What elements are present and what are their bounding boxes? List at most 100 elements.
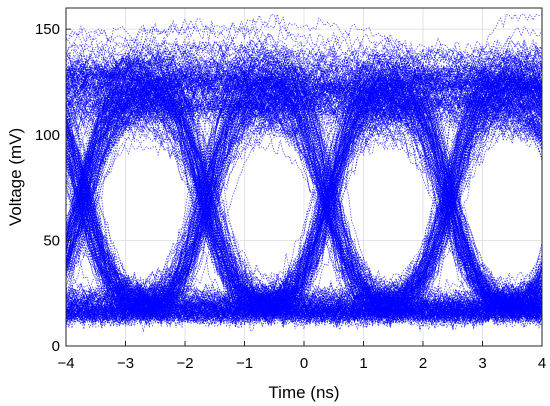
eye-trace [65, 153, 543, 332]
eye-trace [65, 87, 543, 307]
eye-trace [65, 59, 543, 265]
eye-trace [65, 112, 543, 321]
eye-trace [65, 64, 543, 320]
eye-trace [65, 97, 543, 309]
eye-trace [65, 83, 543, 310]
eye-trace [65, 124, 543, 309]
eye-trace [65, 74, 543, 314]
eye-trace [65, 90, 543, 316]
eye-trace [65, 74, 543, 317]
eye-trace [65, 97, 543, 321]
eye-trace [65, 93, 543, 295]
eye-trace [65, 266, 543, 328]
eye-trace [65, 116, 543, 329]
eye-trace [65, 53, 543, 314]
eye-trace [65, 94, 543, 313]
x-tick-label: 0 [300, 355, 308, 372]
eye-trace [65, 75, 543, 307]
y-tick-label: 100 [35, 127, 60, 144]
eye-trace [65, 77, 543, 322]
eye-trace [65, 61, 543, 324]
y-tick-label: 50 [43, 232, 60, 249]
eye-trace [65, 97, 543, 320]
eye-trace [65, 74, 543, 317]
eye-trace [65, 103, 543, 302]
eye-trace [65, 104, 543, 317]
eye-trace [65, 83, 543, 303]
eye-trace [65, 110, 543, 310]
eye-trace [65, 89, 543, 318]
eye-trace [65, 70, 543, 117]
eye-trace [65, 88, 543, 311]
eye-trace [65, 91, 543, 116]
eye-trace [65, 304, 543, 328]
eye-trace [65, 97, 543, 315]
eye-trace [65, 92, 543, 324]
eye-trace [65, 112, 543, 307]
eye-trace [65, 61, 543, 310]
eye-trace [65, 64, 543, 313]
eye-trace [65, 64, 543, 310]
eye-trace [65, 73, 543, 318]
eye-trace [65, 35, 543, 250]
eye-trace [65, 46, 543, 308]
eye-trace [65, 82, 543, 315]
eye-trace [65, 93, 543, 294]
eye-trace [65, 64, 543, 306]
eye-trace [65, 86, 543, 327]
eye-trace [65, 80, 543, 308]
x-axis-title: Time (ns) [268, 383, 339, 402]
eye-trace [65, 97, 543, 296]
x-tick-label: −4 [57, 355, 74, 372]
eye-trace [65, 66, 543, 114]
eye-trace [65, 49, 543, 313]
eye-trace [65, 55, 543, 307]
eye-trace [65, 93, 543, 307]
eye-trace [65, 111, 543, 320]
eye-trace [65, 61, 543, 314]
x-tick-label: −2 [176, 355, 193, 372]
eye-trace [65, 68, 543, 327]
eye-trace [65, 80, 543, 314]
eye-trace [65, 14, 543, 303]
x-tick-label: −3 [117, 355, 134, 372]
eye-trace [65, 111, 543, 319]
eye-trace [65, 50, 543, 310]
eye-trace [65, 114, 543, 329]
eye-trace [65, 135, 543, 322]
eye-trace [65, 25, 543, 315]
eye-trace [65, 134, 543, 320]
eye-trace [65, 74, 543, 317]
eye-trace [65, 70, 543, 311]
x-tick-label: 1 [359, 355, 367, 372]
x-tick-label: 3 [478, 355, 486, 372]
y-axis-title: Voltage (mV) [6, 128, 25, 226]
eye-trace [65, 67, 543, 320]
eye-trace [65, 59, 543, 329]
eye-trace [65, 41, 543, 248]
eye-trace [65, 54, 543, 315]
eye-trace [65, 72, 543, 302]
eye-trace [65, 55, 543, 92]
y-tick-label: 0 [52, 338, 60, 355]
eye-trace [65, 91, 543, 312]
eye-trace [65, 122, 543, 320]
eye-trace [65, 90, 543, 298]
eye-trace [65, 74, 543, 304]
eye-trace [65, 75, 543, 322]
eye-trace [65, 89, 543, 326]
x-tick-labels: −4 −3 −2 −1 0 1 2 3 4 [57, 355, 546, 372]
eye-trace [65, 81, 543, 314]
eye-trace [65, 78, 543, 306]
x-tick-label: 2 [419, 355, 427, 372]
eye-trace [65, 77, 543, 323]
eye-trace [65, 120, 543, 305]
eye-trace [65, 72, 543, 299]
x-tick-label: −1 [236, 355, 253, 372]
eye-trace [65, 58, 543, 311]
eye-trace [65, 101, 543, 321]
trace-bundle [65, 13, 543, 332]
eye-trace [65, 88, 543, 145]
eye-trace [65, 102, 543, 329]
